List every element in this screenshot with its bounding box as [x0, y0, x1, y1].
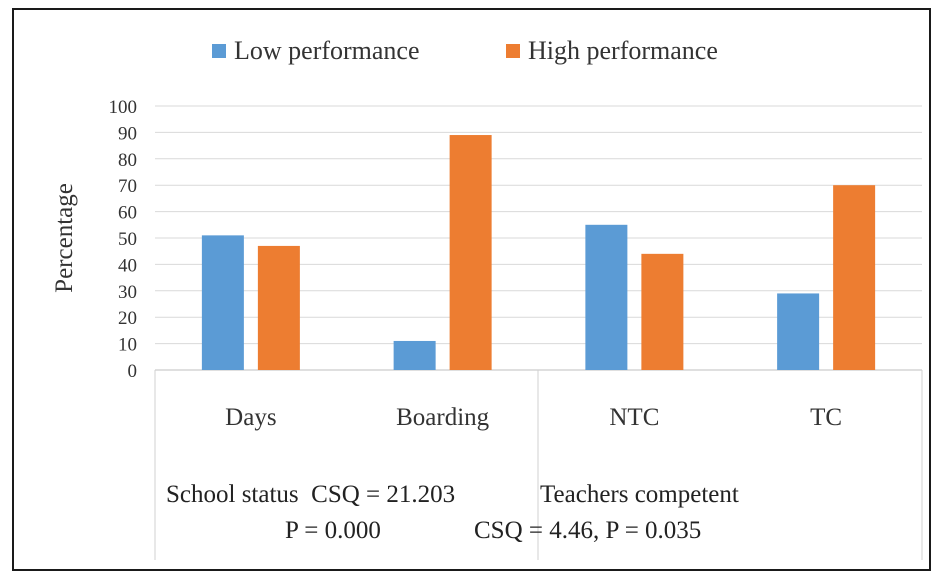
y-tick-label: 70 [118, 176, 137, 197]
legend-label-low: Low performance [234, 36, 420, 65]
legend-low-performance: Low performance [212, 36, 420, 66]
bar-low-ntc [585, 224, 628, 370]
bar-high-days [257, 245, 300, 370]
annotation-teachers-csq: CSQ = 4.46, P = 0.035 [474, 517, 702, 544]
y-tick-label: 60 [118, 203, 137, 224]
y-tick-label: 10 [118, 335, 137, 356]
annotation-school-p: P = 0.000 [285, 517, 381, 544]
bar-high-boarding [449, 135, 492, 370]
x-category-label: Days [225, 404, 276, 431]
annotation-school-status: School status CSQ = 21.203 [166, 481, 456, 508]
legend-high-performance: High performance [506, 36, 718, 66]
chart-frame [12, 8, 931, 571]
legend-swatch-low [212, 44, 226, 58]
x-category-label: TC [810, 404, 842, 431]
annotation-teachers-competent: Teachers competent [540, 481, 739, 508]
legend-swatch-high [506, 44, 520, 58]
y-tick-label: 20 [118, 308, 137, 329]
bar-high-ntc [641, 253, 684, 370]
y-tick-label: 50 [118, 229, 137, 250]
bar-low-tc [777, 293, 820, 370]
bar-low-boarding [393, 340, 436, 370]
y-tick-label: 100 [109, 97, 138, 118]
y-tick-label: 40 [118, 255, 137, 276]
x-category-label: Boarding [396, 404, 490, 431]
x-category-label: NTC [609, 404, 659, 431]
y-axis-label: Percentage [51, 183, 78, 293]
y-tick-label: 30 [118, 282, 137, 303]
y-tick-label: 90 [118, 123, 137, 144]
legend-label-high: High performance [528, 36, 718, 65]
bar-high-tc [833, 185, 876, 370]
y-tick-label: 80 [118, 150, 137, 171]
bar-low-days [201, 235, 244, 370]
y-tick-label: 0 [128, 361, 138, 382]
